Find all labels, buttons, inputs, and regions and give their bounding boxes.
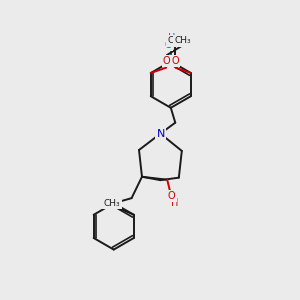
Text: CH₃: CH₃ xyxy=(167,36,184,45)
Text: O: O xyxy=(163,56,171,66)
Text: H: H xyxy=(171,198,178,208)
Text: O: O xyxy=(171,56,178,66)
Text: O: O xyxy=(164,40,172,50)
Text: N: N xyxy=(157,129,165,139)
Text: CH₃: CH₃ xyxy=(174,36,191,45)
Text: O: O xyxy=(168,191,175,201)
Text: CH₃: CH₃ xyxy=(104,199,120,208)
Text: H: H xyxy=(168,33,175,43)
